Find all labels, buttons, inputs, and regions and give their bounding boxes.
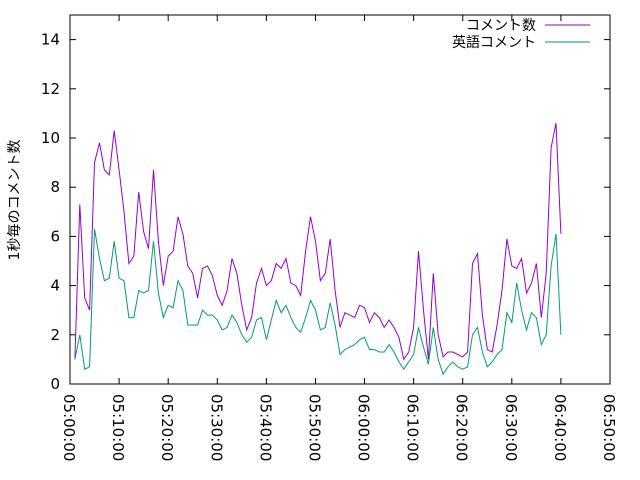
series-line-2 (74, 228, 562, 376)
y-tick-label: 0 (50, 375, 60, 393)
y-tick-label: 10 (41, 129, 60, 147)
x-tick-label: 06:00:00 (355, 394, 373, 461)
x-tick-label: 05:50:00 (305, 394, 323, 461)
plot-border (69, 14, 611, 385)
x-tick-label: 06:10:00 (404, 394, 422, 461)
y-tick-label: 4 (50, 277, 60, 295)
series-line-1 (74, 123, 562, 361)
x-tick-label: 05:10:00 (109, 394, 127, 461)
series-lines (74, 123, 562, 376)
x-tick-label: 05:40:00 (256, 394, 274, 461)
x-tick-label: 06:50:00 (600, 394, 618, 461)
x-tick-label: 06:20:00 (453, 394, 471, 461)
legend-label: 英語コメント (452, 34, 536, 51)
y-axis-ticks: 0 2 4 6 8 10 12 14 (41, 31, 610, 393)
y-tick-label: 14 (41, 31, 60, 49)
y-tick-label: 12 (41, 80, 60, 98)
x-axis-ticks: 05:00:00 05:10:00 05:20:00 05:30:00 05:40:00… (60, 15, 618, 461)
legend-label: コメント数 (466, 18, 536, 34)
y-axis-label: 1秒毎のコメント数 (7, 140, 23, 261)
x-tick-label: 06:40:00 (551, 394, 569, 461)
y-tick-label: 2 (50, 326, 60, 344)
y-tick-label: 8 (50, 178, 60, 196)
x-tick-label: 05:00:00 (60, 394, 78, 461)
x-tick-label: 05:30:00 (207, 394, 225, 461)
x-tick-label: 05:20:00 (158, 394, 176, 461)
x-tick-label: 06:30:00 (502, 394, 520, 461)
plot-frame (69, 14, 611, 385)
y-tick-label: 6 (50, 227, 60, 245)
